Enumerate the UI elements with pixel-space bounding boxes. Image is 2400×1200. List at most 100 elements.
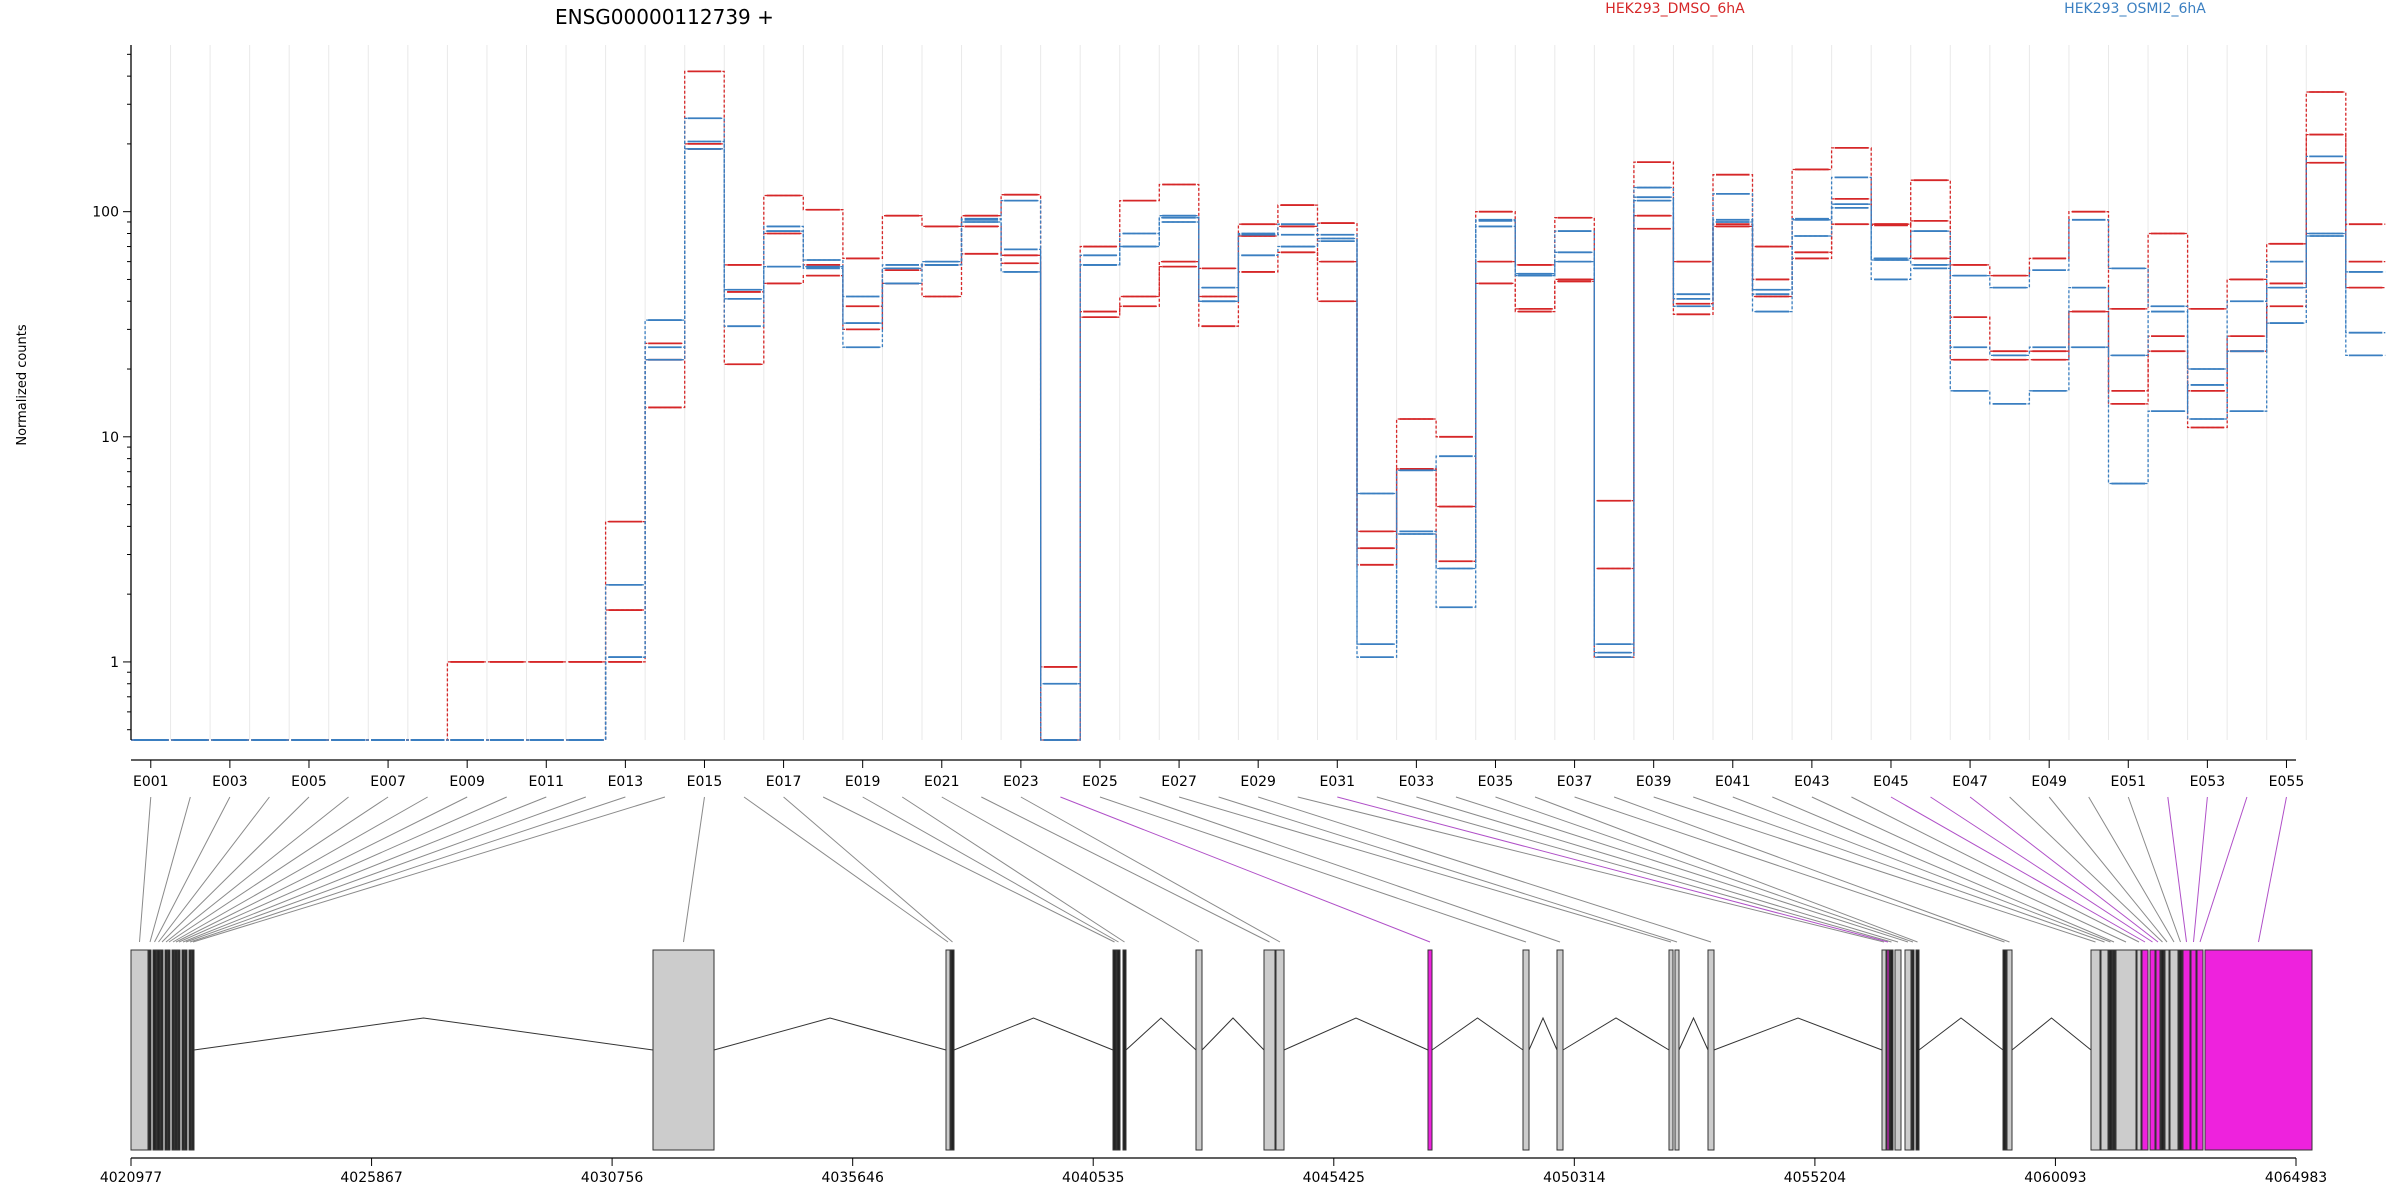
exon-box bbox=[2112, 949, 2116, 1151]
coordinate-tick-label: 4060093 bbox=[2024, 1170, 2086, 1186]
legend-entry: HEK293_DMSO_6hA bbox=[1605, 1, 1745, 17]
exon-connector bbox=[1020, 796, 1281, 943]
exon-connector bbox=[168, 796, 389, 943]
exon-connector bbox=[1772, 796, 2115, 943]
x-tick-label: E051 bbox=[2110, 774, 2146, 790]
series-lines bbox=[131, 70, 2386, 741]
exon-box bbox=[652, 949, 715, 1151]
exon-connector bbox=[743, 796, 949, 943]
x-tick-label: E013 bbox=[608, 774, 644, 790]
exon-box bbox=[167, 949, 171, 1151]
exon-connector bbox=[1337, 796, 1889, 943]
x-tick-label: E011 bbox=[528, 774, 564, 790]
coordinate-tick-label: 4064983 bbox=[2265, 1170, 2327, 1186]
coordinate-tick-label: 4050314 bbox=[1543, 1170, 1605, 1186]
exon-box bbox=[1674, 949, 1680, 1151]
exon-box bbox=[164, 949, 168, 1151]
x-tick-label: E047 bbox=[1952, 774, 1988, 790]
y-axis-label: Normalized counts bbox=[15, 324, 30, 446]
x-tick-label: E001 bbox=[133, 774, 169, 790]
exon-box bbox=[1668, 949, 1674, 1151]
exon-connector bbox=[1139, 796, 1561, 943]
exon-connector bbox=[822, 796, 1115, 943]
exon-connector bbox=[683, 796, 705, 943]
exon-box bbox=[177, 949, 181, 1151]
intron-line bbox=[1283, 1017, 1429, 1051]
series-line bbox=[131, 140, 2386, 741]
x-tick-label: E035 bbox=[1478, 774, 1514, 790]
exon-connector bbox=[941, 796, 1200, 943]
coordinate-tick-label: 4020977 bbox=[100, 1170, 162, 1186]
x-tick-label: E053 bbox=[2190, 774, 2226, 790]
intron-line bbox=[193, 1017, 654, 1051]
exon-box bbox=[2136, 949, 2142, 1151]
exon-connector bbox=[185, 796, 586, 943]
exon-box bbox=[2115, 949, 2137, 1151]
x-tick-label: E039 bbox=[1636, 774, 1672, 790]
coordinate-tick-label: 4055204 bbox=[1784, 1170, 1846, 1186]
exon-box bbox=[950, 949, 955, 1151]
intron-line bbox=[1713, 1017, 1883, 1051]
exon-box bbox=[152, 949, 157, 1151]
intron-line bbox=[1528, 1016, 1558, 1051]
exon-connector bbox=[1178, 796, 1672, 943]
exon-box bbox=[184, 949, 188, 1151]
exon-connector bbox=[1218, 796, 1678, 943]
x-tick-label: E017 bbox=[766, 774, 802, 790]
exon-box bbox=[1427, 949, 1433, 1151]
exon-box bbox=[2164, 949, 2170, 1151]
x-tick-label: E027 bbox=[1161, 774, 1197, 790]
exon-box bbox=[2100, 949, 2109, 1151]
exon-box bbox=[1894, 949, 1902, 1151]
exon-box bbox=[2160, 949, 2165, 1151]
legend: HEK293_DMSO_6hA HEK293_OSMI2_6hA bbox=[1605, 1, 2206, 17]
y-axis: 1 10 100 bbox=[92, 45, 132, 740]
exon-connector bbox=[192, 796, 666, 943]
exon-connector bbox=[1969, 796, 2159, 943]
exon-connector bbox=[182, 796, 547, 943]
exon-connector bbox=[1376, 796, 1892, 943]
x-tick-label: E043 bbox=[1794, 774, 1830, 790]
gene-model bbox=[130, 949, 2313, 1151]
exon-connector bbox=[1099, 796, 1527, 943]
exon-connector bbox=[1930, 796, 2153, 943]
exon-box bbox=[1116, 949, 1121, 1151]
exon-box bbox=[171, 949, 175, 1151]
exon-connector bbox=[1653, 796, 2096, 943]
exon-connector bbox=[2193, 796, 2208, 943]
exon-box bbox=[1275, 949, 1285, 1151]
y-tick-label: 10 bbox=[101, 430, 119, 446]
exon-box bbox=[2204, 949, 2313, 1151]
exon-connector bbox=[783, 796, 953, 943]
x-tick-label: E037 bbox=[1557, 774, 1593, 790]
intron-line bbox=[2011, 1017, 2092, 1051]
exon-connector bbox=[172, 796, 428, 943]
x-tick-label: E055 bbox=[2269, 774, 2305, 790]
exon-box bbox=[2141, 949, 2149, 1151]
exon-connector bbox=[178, 796, 507, 943]
x-axis: E001 E003 E005 E007 E009 E011 E013 E015 E017 E019… bbox=[131, 759, 2305, 790]
intron-line bbox=[953, 1017, 1114, 1051]
exon-connector bbox=[189, 796, 626, 943]
intron-line bbox=[1431, 1017, 1524, 1051]
exon-connector bbox=[1297, 796, 1885, 943]
exon-box bbox=[2182, 949, 2191, 1151]
x-tick-label: E009 bbox=[449, 774, 485, 790]
exon-box bbox=[2169, 949, 2179, 1151]
intron-line bbox=[1125, 1017, 1197, 1051]
exon-connector bbox=[1613, 796, 2010, 943]
exon-connector bbox=[2088, 796, 2175, 943]
exon-connector bbox=[1416, 796, 1899, 943]
exon-connector bbox=[1811, 796, 2127, 943]
exon-connector bbox=[862, 796, 1119, 943]
exon-connector bbox=[2167, 796, 2187, 943]
exon-box bbox=[945, 949, 951, 1151]
exon-box bbox=[1911, 949, 1915, 1151]
x-tick-label: E045 bbox=[1873, 774, 1909, 790]
intron-line bbox=[1918, 1017, 2004, 1051]
exon-connector bbox=[2127, 796, 2181, 943]
x-tick-label: E025 bbox=[1082, 774, 1118, 790]
exon-connector bbox=[1574, 796, 2005, 943]
exon-connector bbox=[1534, 796, 1918, 943]
